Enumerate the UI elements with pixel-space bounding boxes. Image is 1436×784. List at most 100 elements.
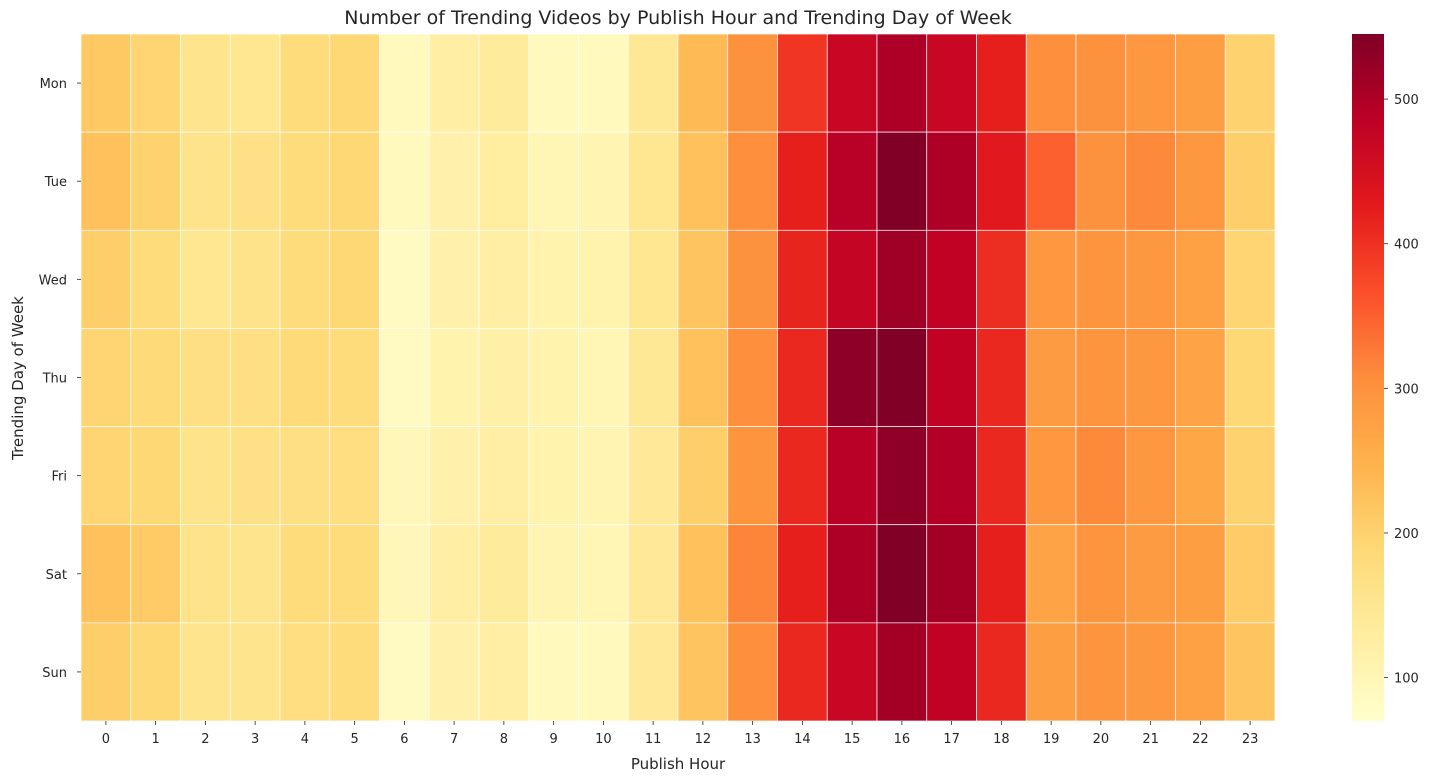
x-tick-label: 17 <box>943 732 960 747</box>
x-tick-label: 9 <box>549 732 557 747</box>
x-axis-ticks: 0 1 2 3 4 5 6 7 8 9 10 11 12 13 14 15 16 17 18 19 20 21 22 23 <box>102 721 1258 747</box>
heatmap-cell <box>329 426 380 526</box>
heatmap-cell <box>627 524 679 624</box>
heatmap-cell <box>528 426 579 526</box>
colorbar-ticks: 100 200 300 400 500 <box>1384 93 1419 687</box>
heatmap-cell <box>279 131 331 231</box>
heatmap-cell <box>876 328 928 427</box>
heatmap-cell <box>379 328 430 427</box>
heatmap-cell <box>229 426 281 526</box>
heatmap-cell <box>80 524 132 624</box>
heatmap-cell <box>777 229 828 329</box>
heatmap-cell <box>578 229 629 329</box>
y-tick-label: Thu <box>42 372 67 387</box>
heatmap-cell <box>677 426 729 526</box>
heatmap-cell <box>926 328 977 427</box>
heatmap-cell <box>976 426 1027 526</box>
heatmap-cell <box>1125 524 1176 624</box>
heatmap-cell <box>826 33 878 133</box>
heatmap-cell <box>80 33 132 133</box>
heatmap-cell <box>627 328 679 427</box>
heatmap-cell <box>379 426 430 526</box>
heatmap-cell <box>677 33 729 133</box>
heatmap-cell <box>478 524 530 624</box>
heatmap-cell <box>826 131 878 231</box>
heatmap-cell <box>876 426 928 526</box>
heatmap-cell <box>627 131 679 231</box>
x-tick-label: 22 <box>1192 732 1209 747</box>
heatmap-cell <box>1075 524 1127 624</box>
x-tick-label: 20 <box>1093 732 1110 747</box>
heatmap-cell <box>1224 229 1276 329</box>
heatmap-cell <box>478 131 530 231</box>
heatmap-cell <box>80 426 132 526</box>
x-tick-label: 4 <box>301 732 309 747</box>
heatmap-cell <box>777 524 828 624</box>
heatmap-cell <box>1125 328 1176 427</box>
colorbar-tick-label: 400 <box>1394 238 1419 253</box>
heatmap-cell <box>428 426 480 526</box>
heatmap-cell <box>1025 622 1077 722</box>
x-tick-label: 0 <box>102 732 110 747</box>
heatmap-cell <box>1075 426 1127 526</box>
heatmap-cell <box>677 131 729 231</box>
heatmap-cell <box>428 33 480 133</box>
heatmap-cell <box>1224 131 1276 231</box>
y-axis-label: Trending Day of Week <box>9 296 27 461</box>
heatmap-cell <box>1175 229 1226 329</box>
heatmap-cell <box>1075 33 1127 133</box>
heatmap-cell <box>180 622 231 722</box>
y-tick-label: Fri <box>52 470 68 485</box>
heatmap-cell <box>777 622 828 722</box>
heatmap-cell <box>777 131 828 231</box>
heatmap-cell <box>976 328 1027 427</box>
x-tick-label: 12 <box>695 732 712 747</box>
heatmap-cell <box>229 229 281 329</box>
heatmap-cell <box>578 426 629 526</box>
heatmap-cell <box>876 622 928 722</box>
heatmap-cell <box>428 229 480 329</box>
colorbar-tick-label: 300 <box>1394 382 1419 397</box>
heatmap-cell <box>80 131 132 231</box>
heatmap-cell <box>1224 426 1276 526</box>
heatmap-cell <box>180 328 231 427</box>
heatmap-cell <box>528 622 579 722</box>
heatmap-cell <box>80 229 132 329</box>
heatmap-cell <box>826 524 878 624</box>
heatmap-cell <box>478 622 530 722</box>
heatmap-cell <box>1125 229 1176 329</box>
heatmap-cell <box>1025 426 1077 526</box>
heatmap-cell <box>578 131 629 231</box>
heatmap-cell <box>478 229 530 329</box>
heatmap-cell <box>329 33 380 133</box>
heatmap-cell <box>1175 524 1226 624</box>
heatmap-cell <box>428 328 480 427</box>
heatmap-cell <box>578 622 629 722</box>
heatmap-cell <box>876 229 928 329</box>
heatmap-cell <box>229 524 281 624</box>
heatmap-cell <box>279 524 331 624</box>
heatmap-cell <box>876 131 928 231</box>
heatmap-cell <box>329 524 380 624</box>
heatmap-cell <box>976 622 1027 722</box>
x-tick-label: 18 <box>993 732 1010 747</box>
heatmap-cell <box>279 426 331 526</box>
y-tick-label: Wed <box>39 273 67 288</box>
heatmap-cell <box>428 622 480 722</box>
heatmap-cell <box>677 328 729 427</box>
heatmap-cell <box>677 229 729 329</box>
heatmap-cell <box>926 622 977 722</box>
heatmap-cell <box>279 33 331 133</box>
heatmap-cell <box>627 229 679 329</box>
y-tick-label: Mon <box>40 77 67 92</box>
heatmap-cell <box>777 426 828 526</box>
chart-title: Number of Trending Videos by Publish Hou… <box>344 7 1011 29</box>
heatmap-cell <box>727 426 778 526</box>
heatmap-cell <box>1075 131 1127 231</box>
heatmap-cell <box>329 328 380 427</box>
heatmap-cell <box>478 328 530 427</box>
heatmap-cell <box>379 33 430 133</box>
heatmap-cell <box>1125 131 1176 231</box>
heatmap-cell <box>1125 426 1176 526</box>
heatmap-cell <box>727 622 778 722</box>
